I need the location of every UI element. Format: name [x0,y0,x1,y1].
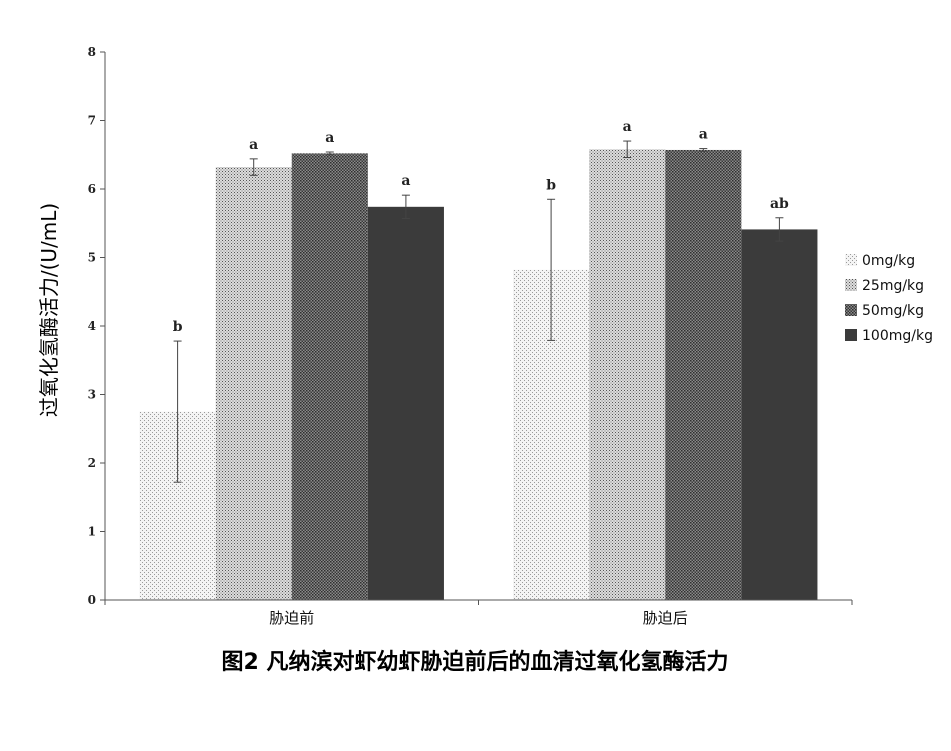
x-axis: 胁迫前 胁迫后 [104,599,853,627]
legend-swatch [845,329,857,341]
figure-caption: 图2 凡纳滨对虾幼虾胁迫前后的血清过氧化氢酶活力 [222,649,729,675]
y-tick-label: 3 [88,388,96,402]
bar [291,153,368,600]
significance-letter: a [249,137,258,153]
y-tick-label: 5 [88,251,96,265]
legend-label: 50mg/kg [862,303,924,319]
significance-labels: ba aa ba aab [173,119,789,335]
bars [139,149,818,601]
legend: 0mg/kg 25mg/kg 50mg/kg 100mg/kg [845,253,933,344]
legend-label: 25mg/kg [862,278,924,294]
y-axis: 0 1 2 3 4 5 6 7 8 [88,45,106,607]
y-tick-label: 0 [88,593,96,607]
y-tick-label: 6 [88,182,96,196]
y-tick-label: 4 [88,319,96,333]
bar [589,149,666,600]
y-tick-label: 7 [88,114,96,128]
bar [367,206,444,600]
y-tick-label: 2 [88,456,96,470]
y-tick-label: 1 [88,525,96,539]
significance-letter: ab [770,196,789,212]
x-category-label: 胁迫前 [269,609,314,627]
error-bars [173,140,784,483]
y-axis-label: 过氧化氢酶活力/(U/mL) [37,203,61,417]
legend-swatch [845,279,857,291]
significance-letter: b [173,319,183,335]
legend-label: 0mg/kg [862,253,915,269]
bar [665,149,742,600]
significance-letter: a [699,127,708,143]
x-category-label: 胁迫后 [643,609,688,627]
legend-swatch [845,304,857,316]
legend-label: 100mg/kg [862,328,933,344]
significance-letter: a [401,173,410,189]
significance-letter: a [325,130,334,146]
significance-letter: a [623,119,632,135]
y-tick-label: 8 [88,45,96,59]
bar [741,229,818,601]
significance-letter: b [546,177,556,193]
legend-swatch [845,254,857,266]
bar [215,167,292,600]
